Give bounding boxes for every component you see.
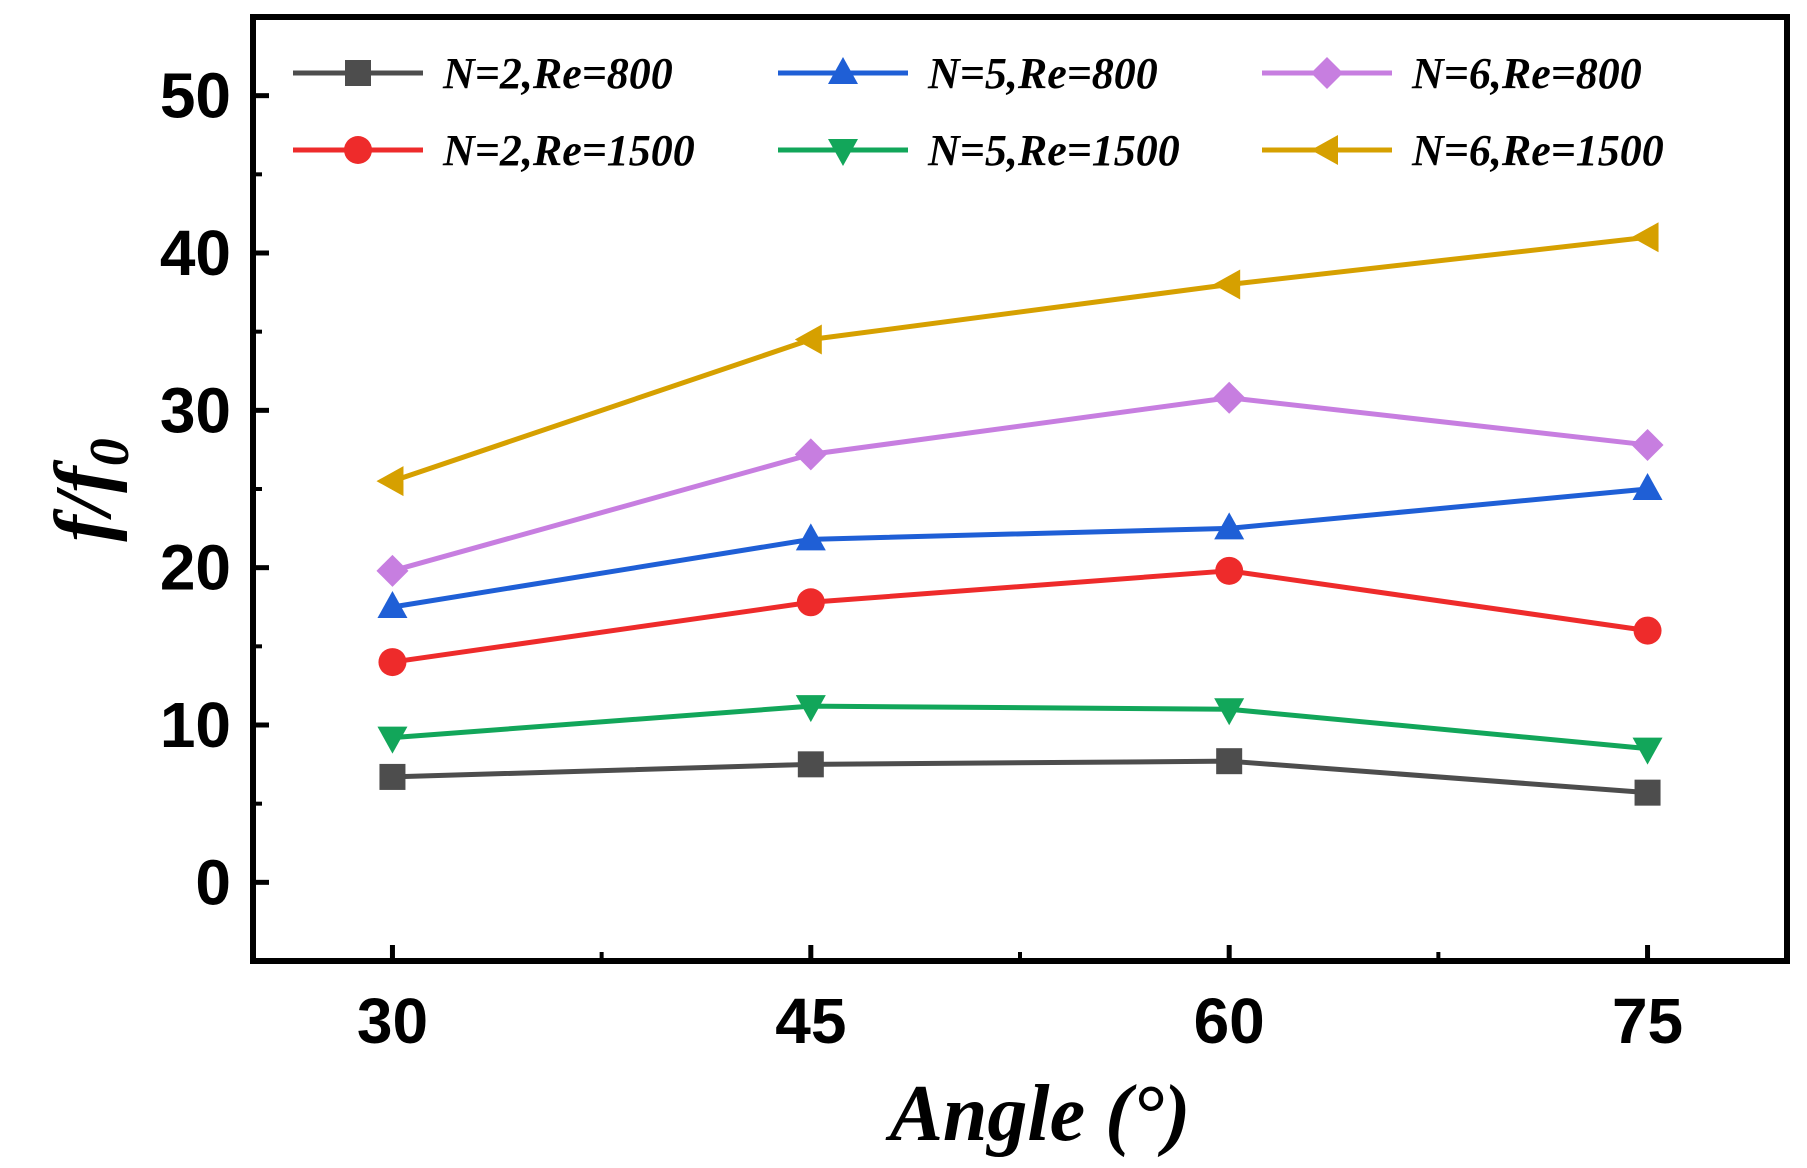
y-tick-label: 50 xyxy=(160,60,231,132)
legend-label: N=6,Re=800 xyxy=(1411,49,1642,98)
x-tick-label: 75 xyxy=(1612,985,1683,1057)
series-lines xyxy=(391,234,1648,796)
data-point xyxy=(1632,737,1663,765)
legend-item: N=6,Re=1500 xyxy=(1262,126,1664,175)
data-point xyxy=(794,324,822,355)
y-axis-title: f/f0 xyxy=(40,438,141,542)
legend-label: N=6,Re=1500 xyxy=(1411,126,1664,175)
x-tick-label: 30 xyxy=(357,985,428,1057)
series-line-5 xyxy=(391,234,1648,484)
data-point xyxy=(1634,779,1661,806)
data-point xyxy=(1214,698,1245,726)
y-axis-title-sub: 0 xyxy=(79,438,141,466)
data-point xyxy=(795,695,826,723)
legend-label: N=5,Re=800 xyxy=(927,49,1158,98)
data-point xyxy=(1215,556,1244,585)
data-point xyxy=(1631,222,1659,253)
series-line-3 xyxy=(392,568,1648,665)
data-point xyxy=(376,554,409,587)
svg-text:f/f0: f/f0 xyxy=(40,438,141,542)
series-line-2 xyxy=(391,395,1648,574)
series-markers xyxy=(376,222,1664,806)
data-point xyxy=(377,591,408,618)
legend-marker xyxy=(828,57,858,84)
legend-item: N=5,Re=1500 xyxy=(778,126,1180,175)
legend-label: N=2,Re=800 xyxy=(442,49,673,98)
legend-item: N=5,Re=800 xyxy=(778,49,1158,98)
data-point xyxy=(795,523,826,551)
legend-label: N=2,Re=1500 xyxy=(442,126,695,175)
series-line-1 xyxy=(392,486,1648,610)
data-point xyxy=(379,763,406,790)
legend-marker xyxy=(1311,57,1343,89)
data-point xyxy=(376,466,404,497)
axis-ticks: 0 10 20 30 40 50 30 45 60 75 xyxy=(160,60,1683,1057)
series-line-0 xyxy=(392,758,1648,796)
y-tick-label: 0 xyxy=(195,846,231,918)
data-point xyxy=(1632,473,1663,500)
legend-marker xyxy=(344,136,372,164)
data-point xyxy=(1633,616,1662,645)
data-point xyxy=(794,438,827,471)
legend: N=2,Re=800 N=5,Re=800 N=6,Re=800 N=2,Re=150… xyxy=(293,49,1664,175)
y-tick-label: 40 xyxy=(160,217,231,289)
data-point xyxy=(1216,748,1243,775)
data-point xyxy=(378,648,407,677)
legend-marker xyxy=(345,60,371,86)
y-tick-label: 20 xyxy=(160,532,231,604)
legend-item: N=2,Re=800 xyxy=(293,49,673,98)
data-point xyxy=(1214,512,1245,540)
y-tick-label: 10 xyxy=(160,689,231,761)
legend-marker xyxy=(1311,135,1338,165)
x-axis-title: Angle (°) xyxy=(885,1070,1191,1158)
data-point xyxy=(796,588,825,617)
legend-marker xyxy=(828,139,858,166)
data-point xyxy=(377,726,408,754)
y-tick-label: 30 xyxy=(160,374,231,446)
legend-label: N=5,Re=1500 xyxy=(927,126,1180,175)
series-line-4 xyxy=(392,703,1648,752)
legend-item: N=6,Re=800 xyxy=(1262,49,1642,98)
x-tick-label: 60 xyxy=(1194,985,1265,1057)
data-point xyxy=(1631,428,1664,461)
y-axis-title-main: f/f xyxy=(40,459,128,542)
data-point xyxy=(1213,381,1246,414)
x-tick-label: 45 xyxy=(775,985,846,1057)
data-point xyxy=(1213,269,1241,300)
data-point xyxy=(797,751,824,778)
legend-item: N=2,Re=1500 xyxy=(293,126,695,175)
